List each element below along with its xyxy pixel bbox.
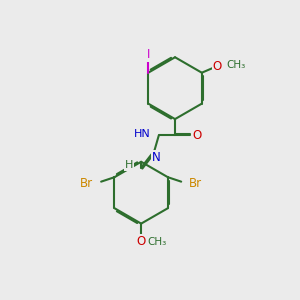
Text: CH₃: CH₃: [148, 238, 167, 248]
Text: Br: Br: [189, 177, 202, 190]
Text: O: O: [192, 129, 201, 142]
Text: Br: Br: [80, 177, 93, 190]
Text: O: O: [136, 236, 146, 248]
Text: N: N: [152, 151, 160, 164]
Text: HN: HN: [134, 129, 151, 139]
Text: H: H: [124, 160, 133, 170]
Text: I: I: [147, 48, 150, 61]
Text: CH₃: CH₃: [226, 60, 245, 70]
Text: O: O: [212, 60, 222, 73]
